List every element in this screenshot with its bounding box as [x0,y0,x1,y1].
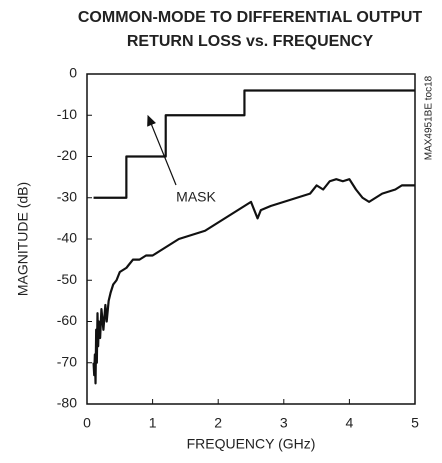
y-tick-label: -10 [57,106,77,122]
y-tick-label: 0 [69,65,77,81]
y-tick-label: -60 [57,312,77,328]
x-tick-label: 4 [346,415,354,431]
y-tick-label: -20 [57,147,77,163]
x-tick-label: 3 [280,415,288,431]
data-line [93,89,415,199]
y-axis-label: MAGNITUDE (dB) [15,182,31,296]
side-note: MAX4951BE toc18 [424,75,435,160]
y-tick-label: -80 [57,395,77,411]
y-tick-label: -50 [57,271,77,287]
data-line [92,178,415,385]
annotation: MASK [176,189,216,205]
x-tick-label: 2 [214,415,222,431]
chart-title: COMMON-MODE TO DIFFERENTIAL OUTPUT [78,9,423,26]
annotation-arrow [147,114,177,186]
x-tick-label: 5 [411,415,419,431]
y-tick-label: -70 [57,353,77,369]
x-tick-label: 1 [149,415,157,431]
y-tick-label: -30 [57,188,77,204]
chart-title: RETURN LOSS vs. FREQUENCY [127,33,374,50]
plot-frame [86,73,416,405]
x-axis-label: FREQUENCY (GHz) [187,436,316,452]
y-tick-label: -40 [57,230,77,246]
x-tick-label: 0 [83,415,91,431]
